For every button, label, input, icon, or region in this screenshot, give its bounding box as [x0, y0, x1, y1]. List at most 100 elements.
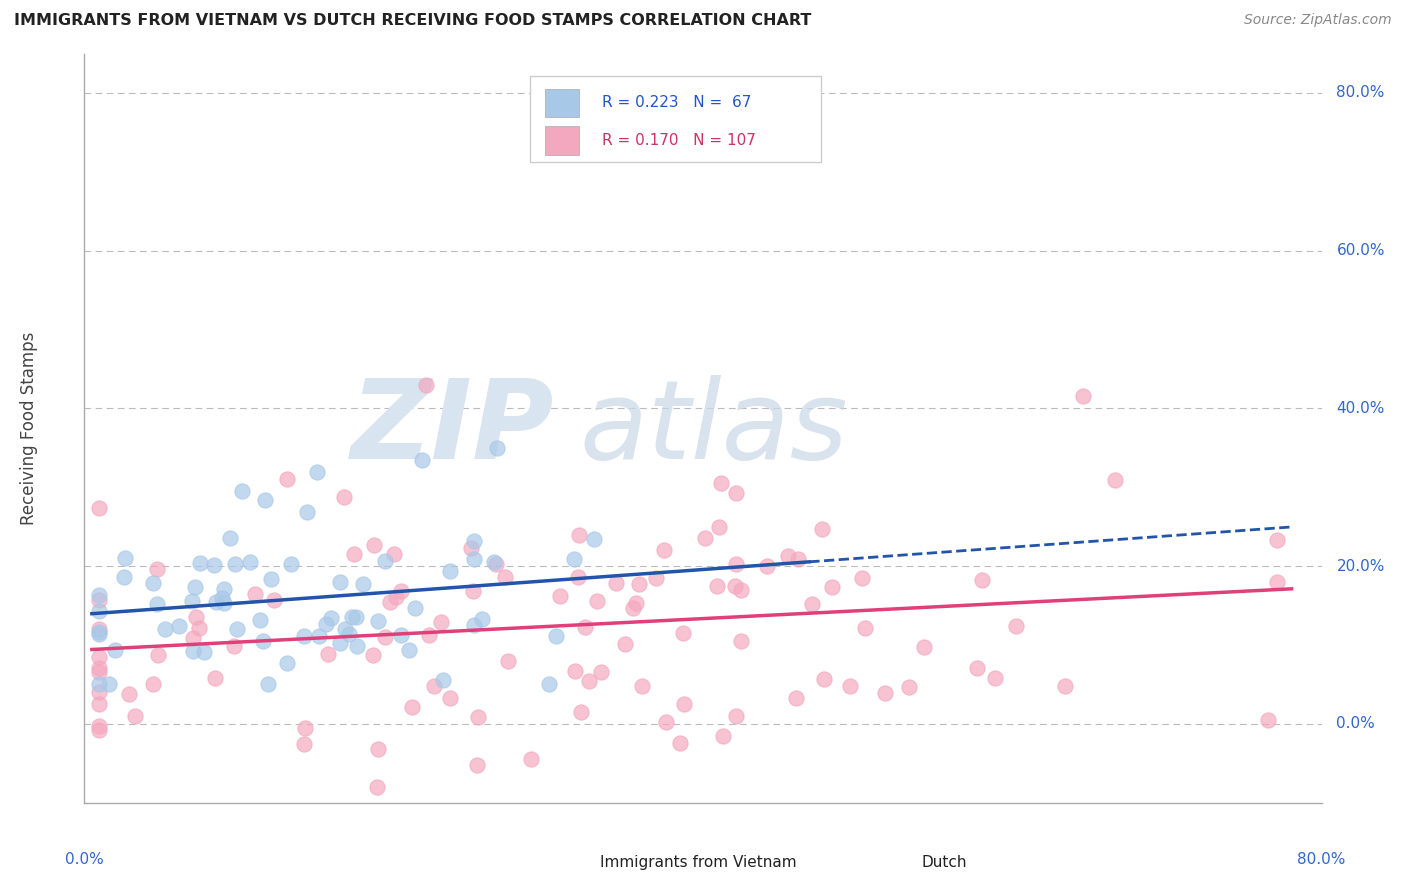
Point — [231, 484, 253, 499]
Text: Receiving Food Stamps: Receiving Food Stamps — [20, 332, 38, 524]
Point — [188, 556, 211, 570]
Point — [432, 673, 454, 687]
Point — [567, 569, 589, 583]
FancyBboxPatch shape — [554, 852, 585, 874]
Point — [167, 619, 190, 633]
Point — [142, 575, 165, 590]
Point — [463, 534, 485, 549]
Point — [839, 679, 862, 693]
Text: 20.0%: 20.0% — [1337, 558, 1385, 574]
Point — [970, 573, 993, 587]
Point — [821, 580, 844, 594]
Point — [252, 633, 274, 648]
Point — [212, 582, 235, 597]
Point — [709, 520, 731, 534]
Point — [193, 645, 215, 659]
Point — [366, 741, 388, 756]
Point — [411, 452, 433, 467]
Point — [219, 532, 242, 546]
Point — [564, 664, 586, 678]
Point — [294, 630, 316, 644]
Point — [706, 579, 728, 593]
Point — [89, 622, 111, 636]
Point — [613, 637, 636, 651]
Text: R = 0.170   N = 107: R = 0.170 N = 107 — [602, 133, 755, 148]
Point — [401, 700, 423, 714]
Point — [315, 616, 337, 631]
Point — [333, 490, 356, 504]
Point — [724, 579, 747, 593]
Point — [378, 595, 401, 609]
Point — [89, 677, 111, 691]
Point — [485, 557, 508, 571]
Point — [344, 609, 367, 624]
Point — [276, 472, 298, 486]
Point — [114, 551, 136, 566]
Point — [711, 729, 734, 743]
Text: 80.0%: 80.0% — [1337, 86, 1385, 101]
Point — [1104, 474, 1126, 488]
Point — [181, 593, 204, 607]
Point — [520, 752, 543, 766]
Point — [112, 570, 135, 584]
Point — [146, 597, 169, 611]
Point — [1054, 680, 1077, 694]
Point — [316, 647, 339, 661]
Point — [811, 522, 834, 536]
Point — [544, 629, 567, 643]
Point — [329, 574, 352, 589]
Point — [467, 710, 489, 724]
Point — [256, 677, 278, 691]
Point — [465, 758, 488, 772]
Point — [243, 587, 266, 601]
Point — [471, 611, 494, 625]
Point — [249, 613, 271, 627]
Point — [89, 604, 111, 618]
Point — [118, 686, 141, 700]
Point — [329, 636, 352, 650]
Point — [538, 677, 561, 691]
Point — [912, 640, 935, 654]
Point — [494, 570, 516, 584]
Text: 80.0%: 80.0% — [1298, 852, 1346, 866]
Point — [398, 643, 420, 657]
Point — [202, 558, 225, 573]
Point — [589, 665, 612, 679]
Point — [294, 721, 316, 735]
Point — [404, 600, 426, 615]
Point — [321, 611, 343, 625]
Point — [146, 561, 169, 575]
Text: Source: ZipAtlas.com: Source: ZipAtlas.com — [1244, 13, 1392, 28]
Point — [361, 648, 384, 662]
Point — [786, 552, 808, 566]
Text: Dutch: Dutch — [922, 855, 967, 871]
Point — [89, 500, 111, 515]
Point — [730, 634, 752, 648]
Point — [89, 665, 111, 679]
Point — [1265, 574, 1288, 589]
Point — [276, 656, 298, 670]
Point — [851, 571, 873, 585]
Point — [367, 614, 389, 628]
Point — [239, 555, 262, 569]
Point — [485, 441, 508, 455]
Text: R = 0.223   N =  67: R = 0.223 N = 67 — [602, 95, 751, 111]
Text: 0.0%: 0.0% — [1337, 716, 1375, 731]
Point — [776, 549, 799, 563]
Point — [305, 465, 328, 479]
FancyBboxPatch shape — [876, 852, 907, 874]
Point — [724, 486, 747, 500]
Point — [898, 680, 921, 694]
Point — [89, 592, 111, 607]
Point — [568, 527, 591, 541]
Point — [89, 588, 111, 602]
Point — [389, 627, 412, 641]
Point — [423, 679, 446, 693]
Point — [626, 596, 648, 610]
Point — [550, 589, 572, 603]
Point — [204, 671, 226, 685]
Point — [205, 595, 228, 609]
Point — [280, 557, 302, 571]
Point — [183, 644, 205, 658]
Point — [562, 551, 585, 566]
